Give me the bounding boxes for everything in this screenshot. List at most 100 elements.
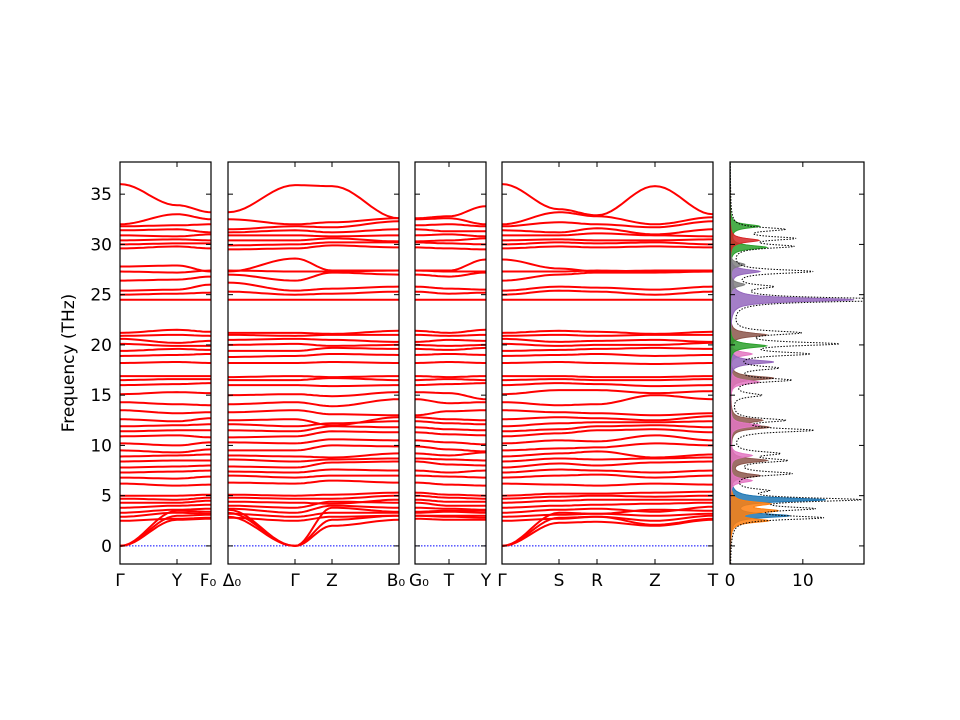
band-panel-3	[415, 205, 486, 547]
band-line	[502, 285, 713, 292]
partial-dos-fill	[730, 162, 769, 564]
band-line	[415, 469, 486, 474]
y-tick-label: 25	[90, 286, 112, 306]
band-line	[502, 333, 713, 337]
band-line	[228, 491, 399, 497]
band-line	[120, 464, 211, 469]
band-line	[228, 241, 399, 247]
band-line	[228, 237, 399, 243]
band-line	[502, 375, 713, 379]
band-line	[415, 382, 486, 387]
x-tick-label: Γ	[497, 571, 507, 591]
band-line	[415, 233, 486, 238]
band-line	[120, 453, 211, 458]
band-line	[415, 346, 486, 351]
panel-frame	[501, 161, 714, 565]
band-line	[228, 329, 399, 335]
band-line	[415, 241, 486, 246]
band-line	[228, 384, 399, 388]
x-tick-label: Y	[171, 571, 183, 591]
band-line	[502, 505, 713, 514]
band-line	[120, 423, 211, 428]
band-line	[415, 333, 486, 337]
band-line	[502, 482, 713, 487]
band-line	[120, 513, 211, 547]
band-line	[502, 382, 713, 388]
panel-frame	[227, 161, 400, 565]
band-line	[228, 457, 399, 463]
band-line	[502, 434, 713, 445]
band-line	[228, 515, 399, 547]
band-line	[120, 228, 211, 234]
band-line	[502, 270, 713, 282]
band-line	[502, 361, 713, 365]
band-line	[502, 238, 713, 242]
band-line	[120, 469, 211, 474]
band-line	[228, 333, 399, 337]
band-line	[502, 424, 713, 433]
band-line	[502, 473, 713, 479]
band-panel-4	[502, 183, 713, 547]
band-line	[415, 506, 486, 511]
band-line	[502, 490, 713, 497]
band-line	[415, 517, 486, 521]
band-line	[415, 343, 486, 347]
band-line	[120, 238, 211, 242]
band-line	[502, 258, 713, 273]
band-line	[228, 234, 399, 238]
band-line	[228, 220, 399, 231]
band-line	[415, 328, 486, 334]
x-tick-label: R	[591, 571, 603, 591]
band-line	[415, 416, 486, 422]
band-line	[228, 337, 399, 343]
band-line	[120, 391, 211, 396]
panel-frame	[414, 161, 487, 565]
band-line	[120, 378, 211, 382]
band-line	[502, 337, 713, 343]
band-line	[502, 227, 713, 236]
band-line	[228, 290, 399, 296]
band-line	[228, 391, 399, 398]
band-line	[228, 444, 399, 452]
y-tick-label: 10	[90, 436, 112, 456]
band-line	[415, 338, 486, 343]
band-line	[502, 389, 713, 396]
band-line	[415, 498, 486, 503]
band-line	[502, 450, 713, 459]
x-tick-label: Γ	[115, 571, 125, 591]
band-line	[120, 429, 211, 433]
band-line	[502, 494, 713, 500]
band-line	[415, 353, 486, 356]
band-line	[120, 269, 211, 274]
band-line	[502, 341, 713, 347]
dos-panel	[730, 162, 864, 564]
x-tick-label: Y	[480, 571, 492, 591]
x-tick-label: Γ	[290, 571, 300, 591]
band-line	[502, 460, 713, 469]
band-line	[120, 507, 211, 514]
y-tick-label: 0	[101, 537, 112, 557]
band-line	[502, 512, 713, 518]
x-tick-label: Z	[326, 571, 338, 591]
band-line	[502, 415, 713, 422]
band-line	[228, 479, 399, 485]
band-line	[415, 228, 486, 233]
band-line	[415, 409, 486, 417]
band-line	[120, 459, 211, 463]
band-panel-1	[120, 183, 211, 547]
band-line	[120, 409, 211, 415]
y-tick-label: 30	[90, 235, 112, 255]
x-tick-label: G₀	[409, 571, 429, 591]
dos-x-tick-label: 0	[725, 571, 736, 591]
band-line	[120, 493, 211, 497]
band-line	[120, 223, 211, 228]
band-line	[120, 183, 211, 214]
band-line	[415, 398, 486, 405]
band-line	[502, 211, 713, 226]
dos-x-tick-label: 10	[792, 571, 814, 591]
band-line	[120, 242, 211, 246]
x-tick-label: S	[554, 571, 565, 591]
band-line	[415, 217, 486, 226]
x-tick-label: Z	[649, 571, 661, 591]
band-line	[228, 452, 399, 459]
